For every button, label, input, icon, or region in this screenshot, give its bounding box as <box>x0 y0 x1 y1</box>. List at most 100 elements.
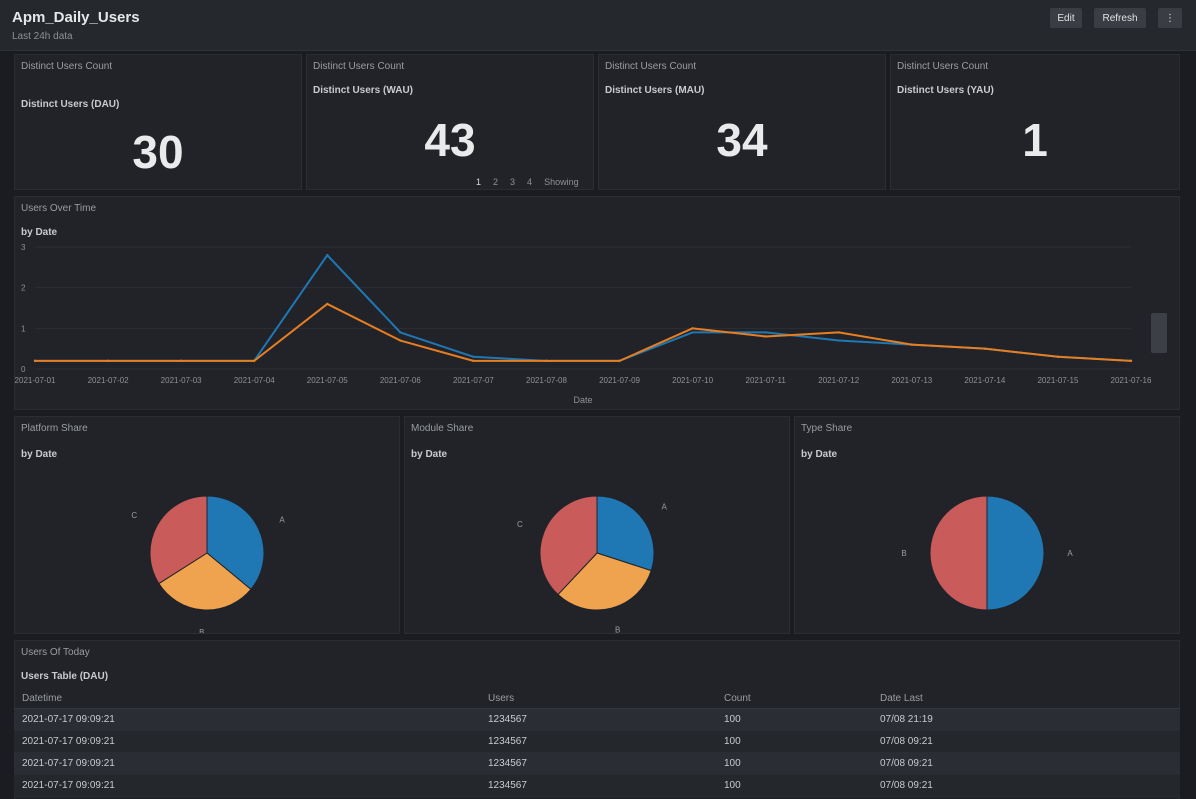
line-point[interactable] <box>326 302 329 306</box>
column-header[interactable]: Date Last <box>872 688 1180 709</box>
x-tick-label: 2021-07-08 <box>526 376 567 385</box>
kpi-subtitle: Distinct Users (WAU) <box>313 85 414 96</box>
pie-title: Type Share <box>801 423 853 434</box>
pie-title: Module Share <box>411 423 474 434</box>
line-point[interactable] <box>472 355 475 358</box>
table-cell: 07/08 09:21 <box>872 774 1180 797</box>
pie-slice-label: A <box>661 503 667 512</box>
line-chart: 2021-07-01 2021-07-02 2021-07-03 2021-07-04… <box>15 243 1152 405</box>
line-point[interactable] <box>691 327 694 330</box>
pie-slice[interactable] <box>149 495 208 585</box>
line-point[interactable] <box>253 359 256 363</box>
kpi-panel-yau: Distinct Users Count Distinct Users (YAU… <box>890 54 1180 190</box>
legend-scroll-handle[interactable] <box>1151 313 1167 353</box>
table-cell: 1234567 <box>480 774 716 797</box>
pie-slice[interactable] <box>557 552 652 611</box>
pie-slice[interactable] <box>596 495 655 572</box>
x-tick-label: 2021-07-03 <box>161 376 202 385</box>
line-point[interactable] <box>326 253 329 257</box>
x-tick-label: 2021-07-10 <box>672 376 713 385</box>
x-tick-label: 2021-07-06 <box>380 376 421 385</box>
pie-slice-label: A <box>1067 549 1073 558</box>
pie-slice[interactable] <box>158 552 252 611</box>
kpi-subtitle: Distinct Users (YAU) <box>897 85 994 96</box>
line-point[interactable] <box>399 331 402 334</box>
y-tick-label: 2 <box>21 284 26 293</box>
line-point[interactable] <box>1129 359 1133 363</box>
kpi-value: 43 <box>424 114 476 166</box>
table-cell: 2021-07-17 09:09:21 <box>14 730 480 753</box>
x-tick-label: 2021-07-11 <box>746 376 787 385</box>
column-header[interactable]: Count <box>716 688 872 709</box>
line-chart-subtitle: by Date <box>21 227 58 238</box>
table-cell: 1234567 <box>480 708 716 731</box>
line-point[interactable] <box>472 359 475 363</box>
line-point[interactable] <box>1056 355 1060 358</box>
pie-slice-label: B <box>615 626 620 633</box>
x-tick-label: 2021-07-04 <box>234 376 275 385</box>
x-tick-label: 2021-07-01 <box>15 376 56 385</box>
edit-button[interactable]: Edit <box>1050 8 1082 28</box>
table-cell: 2021-07-17 09:09:21 <box>14 708 480 731</box>
table-cell: 100 <box>716 730 872 753</box>
table-cell: 1234567 <box>480 752 716 775</box>
more-menu-button[interactable]: ⋮ <box>1158 8 1182 28</box>
kpi-subtitle: Distinct Users (MAU) <box>605 85 705 96</box>
line-point[interactable] <box>106 359 110 363</box>
pager-page-2[interactable]: 2 <box>493 177 499 187</box>
table-title: Users Of Today <box>21 647 90 658</box>
line-point[interactable] <box>545 359 548 363</box>
kpi-title: Distinct Users Count <box>313 61 405 72</box>
line-point[interactable] <box>179 359 183 363</box>
kpi-title: Distinct Users Count <box>21 61 113 72</box>
line-point[interactable] <box>764 331 767 334</box>
pie-title: Platform Share <box>21 423 88 434</box>
table-row[interactable]: 2021-07-17 09:09:21 1234567 100 07/08 09… <box>14 730 1180 753</box>
x-tick-label: 2021-07-16 <box>1111 376 1152 385</box>
kpi-value: 1 <box>1022 114 1048 166</box>
pager-page-1[interactable]: 1 <box>476 177 482 187</box>
refresh-button[interactable]: Refresh <box>1094 8 1146 28</box>
line-series-0[interactable] <box>35 254 1132 362</box>
table-cell: 1234567 <box>480 730 716 753</box>
line-point[interactable] <box>33 359 37 363</box>
kpi-panel-mau: Distinct Users Count Distinct Users (MAU… <box>598 54 886 190</box>
users-table: Datetime Users Count Date Last 2021-07-1… <box>14 688 1180 797</box>
column-header[interactable]: Users <box>480 688 716 709</box>
pager-label: Showing <box>544 177 579 187</box>
kpi-title: Distinct Users Count <box>605 61 697 72</box>
table-row[interactable]: 2021-07-17 09:09:21 1234567 100 07/08 21… <box>14 708 1180 731</box>
line-point[interactable] <box>983 347 987 350</box>
pie-panel-module: Module Share by Date A B C <box>404 416 790 634</box>
pie-slice[interactable] <box>986 495 1045 611</box>
line-point[interactable] <box>910 343 913 346</box>
line-point[interactable] <box>618 359 621 363</box>
dashboard-subtitle: Last 24h data <box>12 31 73 42</box>
table-header-row: Datetime Users Count Date Last <box>14 688 1180 709</box>
x-tick-label: 2021-07-15 <box>1037 376 1078 385</box>
line-point[interactable] <box>399 339 402 342</box>
line-point[interactable] <box>837 331 840 334</box>
pager-page-4[interactable]: 4 <box>527 177 533 187</box>
line-point[interactable] <box>691 331 694 334</box>
line-point[interactable] <box>764 335 767 338</box>
kpi-panel-wau: Distinct Users Count Distinct Users (WAU… <box>306 54 594 190</box>
pie-subtitle: by Date <box>411 449 448 460</box>
pager-page-3[interactable]: 3 <box>510 177 516 187</box>
pie-slice[interactable] <box>206 495 265 591</box>
line-point[interactable] <box>837 339 840 342</box>
line-chart-x-label: Date <box>573 395 592 405</box>
pie-slice[interactable] <box>929 495 988 611</box>
line-series-1[interactable] <box>35 302 1132 362</box>
table-cell: 100 <box>716 708 872 731</box>
column-header[interactable]: Datetime <box>14 688 480 709</box>
pie-chart-platform: A B C <box>131 495 285 633</box>
table-row[interactable]: 2021-07-17 09:09:21 1234567 100 07/08 09… <box>14 752 1180 775</box>
pie-slice[interactable] <box>539 495 598 596</box>
table-cell: 07/08 09:21 <box>872 752 1180 775</box>
table-row[interactable]: 2021-07-17 09:09:21 1234567 100 07/08 09… <box>14 774 1180 797</box>
table-cell: 07/08 21:19 <box>872 708 1180 731</box>
kpi-title: Distinct Users Count <box>897 61 989 72</box>
table-cell: 100 <box>716 774 872 797</box>
